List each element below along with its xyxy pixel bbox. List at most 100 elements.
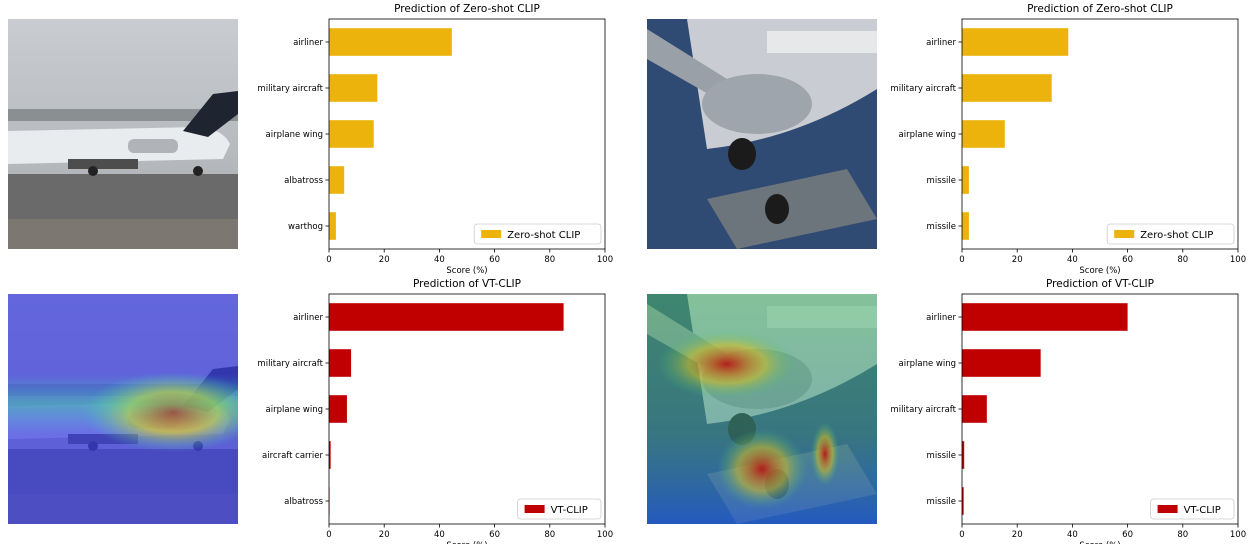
bar xyxy=(329,349,352,377)
axes-frame xyxy=(328,18,606,250)
bar xyxy=(962,28,1069,56)
bar xyxy=(962,487,964,515)
heat-hotspot xyxy=(657,329,797,399)
bar xyxy=(329,395,347,423)
chart-title: Prediction of VT-CLIP xyxy=(413,278,521,290)
bar xyxy=(962,120,1005,148)
x-tick-label: 100 xyxy=(597,255,613,265)
airport-plane-photo xyxy=(8,19,238,249)
heat-hotspot xyxy=(717,429,807,509)
bar xyxy=(329,166,345,194)
y-tick-label: airplane wing xyxy=(899,130,956,140)
x-tick-label: 60 xyxy=(489,255,500,265)
legend-box xyxy=(473,223,602,245)
bar xyxy=(962,212,969,240)
x-tick-label: 60 xyxy=(1122,530,1133,540)
wheel xyxy=(728,138,756,170)
x-tick-label: 20 xyxy=(379,530,390,540)
x-tick-label: 80 xyxy=(1177,530,1188,540)
bar xyxy=(329,212,336,240)
x-tick-label: 100 xyxy=(1230,255,1246,265)
engine xyxy=(702,74,812,134)
axes-frame xyxy=(328,293,606,525)
axes-frame xyxy=(961,18,1239,250)
x-tick-label: 100 xyxy=(597,530,613,540)
axes-frame xyxy=(961,293,1239,525)
wing xyxy=(647,29,727,99)
y-tick-label: albatross xyxy=(284,176,323,186)
engine xyxy=(128,139,178,153)
y-tick-label: airliner xyxy=(293,38,323,48)
x-tick-label: 80 xyxy=(1177,255,1188,265)
x-tick-label: 40 xyxy=(1067,530,1078,540)
y-tick-label: airplane wing xyxy=(266,405,323,415)
x-tick-label: 40 xyxy=(434,255,445,265)
bar xyxy=(962,349,1041,377)
legend-box xyxy=(1106,223,1235,245)
legend-label: Zero-shot CLIP xyxy=(1140,230,1213,241)
y-tick-label: military aircraft xyxy=(257,359,323,369)
x-tick-label: 100 xyxy=(1230,530,1246,540)
x-tick-label: 20 xyxy=(379,255,390,265)
airport-plane-heatmap xyxy=(8,294,238,524)
legend-label: VT-CLIP xyxy=(551,505,588,516)
bar xyxy=(329,120,374,148)
x-tick-label: 60 xyxy=(1122,255,1133,265)
x-tick-label: 60 xyxy=(489,530,500,540)
chart-title: Prediction of Zero-shot CLIP xyxy=(394,3,540,15)
x-tick-label: 40 xyxy=(434,530,445,540)
bar xyxy=(962,395,987,423)
tail-fin xyxy=(183,91,238,137)
y-tick-label: military aircraft xyxy=(257,84,323,94)
bar xyxy=(962,166,969,194)
tree-line xyxy=(8,109,238,121)
heat-hotspot xyxy=(811,422,839,486)
x-tick-label: 20 xyxy=(1012,530,1023,540)
bar xyxy=(329,303,564,331)
y-tick-label: missile xyxy=(927,451,956,461)
x-tick-label: 20 xyxy=(1012,255,1023,265)
legend-swatch xyxy=(1157,505,1178,513)
y-tick-label: missile xyxy=(927,176,956,186)
plane-underside-heatmap xyxy=(647,294,877,524)
legend-swatch xyxy=(1114,230,1135,238)
x-axis-label: Score (%) xyxy=(446,541,487,544)
x-tick-label: 0 xyxy=(959,255,964,265)
legend-box xyxy=(517,498,602,520)
legend-box xyxy=(1150,498,1235,520)
legend-swatch xyxy=(524,505,545,513)
y-tick-label: missile xyxy=(927,497,956,507)
y-tick-label: airliner xyxy=(926,313,956,323)
y-tick-label: airliner xyxy=(293,313,323,323)
legend-label: Zero-shot CLIP xyxy=(507,230,580,241)
y-tick-label: albatross xyxy=(284,497,323,507)
x-tick-label: 40 xyxy=(1067,255,1078,265)
bar xyxy=(329,441,331,469)
x-tick-label: 0 xyxy=(959,530,964,540)
legend-swatch xyxy=(481,230,502,238)
x-tick-label: 0 xyxy=(326,530,331,540)
wheel xyxy=(765,194,789,224)
y-tick-label: military aircraft xyxy=(890,84,956,94)
bar xyxy=(962,74,1052,102)
y-tick-label: airplane wing xyxy=(266,130,323,140)
wing-lower xyxy=(707,169,877,249)
y-tick-label: airplane wing xyxy=(899,359,956,369)
y-tick-label: military aircraft xyxy=(890,405,956,415)
x-axis-label: Score (%) xyxy=(1079,266,1120,276)
x-tick-label: 80 xyxy=(544,255,555,265)
legend-label: VT-CLIP xyxy=(1184,505,1221,516)
x-tick-label: 0 xyxy=(326,255,331,265)
y-tick-label: aircraft carrier xyxy=(262,451,323,461)
bar xyxy=(962,303,1128,331)
y-tick-label: airliner xyxy=(926,38,956,48)
chart-title: Prediction of Zero-shot CLIP xyxy=(1027,3,1173,15)
fuselage xyxy=(8,127,230,164)
y-tick-label: warthog xyxy=(288,222,323,232)
x-tick-label: 80 xyxy=(544,530,555,540)
y-tick-label: missile xyxy=(927,222,956,232)
